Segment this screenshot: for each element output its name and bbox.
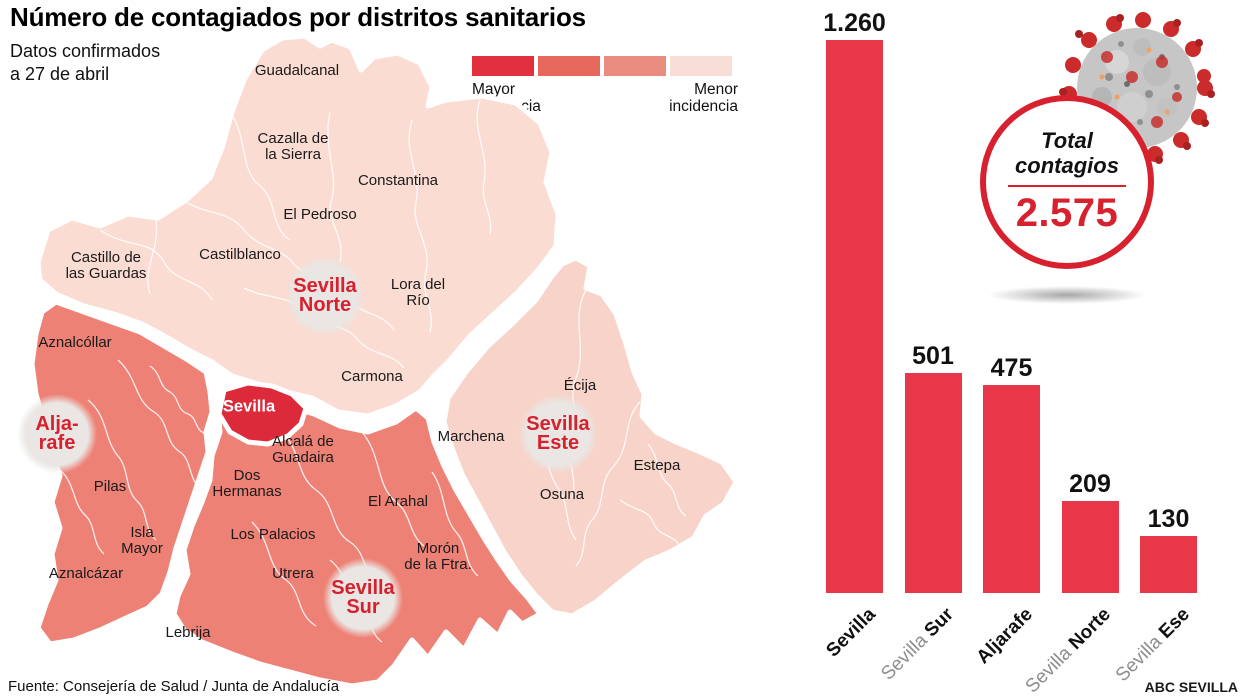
incidence-scale [472, 56, 738, 76]
town-label-moron: Morón de la Ftra. [404, 539, 472, 573]
town-label-aznalcazar: Aznalcázar [48, 564, 124, 582]
district-shape-sevilla-norte [35, 33, 561, 419]
district-shape-sevilla-city [216, 380, 309, 447]
bar-3 [1061, 501, 1119, 593]
bar-2 [983, 385, 1040, 593]
page-subtitle: Datos confirmados a 27 de abril [10, 41, 161, 85]
town-label-marchena: Marchena [437, 427, 505, 445]
town-label-aznalcollar: Aznalcóllar [38, 333, 112, 351]
town-label-osuna: Osuna [539, 485, 585, 503]
total-label: Total contagios [1015, 127, 1119, 178]
total-contagios-badge: Total contagios 2.575 [980, 95, 1154, 269]
district-shape-sevilla-sur [171, 389, 543, 689]
incidence-legend: Mayor incidencia Menor incidencia [472, 56, 738, 116]
source-credit: Fuente: Consejería de Salud / Junta de A… [8, 678, 340, 695]
town-label-el-pedroso: El Pedroso [283, 205, 357, 223]
bar-1 [904, 373, 962, 593]
town-label-lora-del-rio: Lora del Río [390, 275, 446, 309]
total-value: 2.575 [1015, 191, 1119, 236]
town-label-carmona: Carmona [341, 367, 403, 385]
town-label-guadalcanal: Guadalcanal [254, 61, 340, 79]
total-circle-shadow [988, 286, 1146, 304]
total-divider [1008, 185, 1126, 188]
bar-value-label-1: 501 [912, 342, 954, 370]
town-label-alcala: Alcalá de Guadaira [272, 432, 334, 466]
incidence-swatch-2 [538, 56, 600, 76]
town-label-dos-hermanas: Dos Hermanas [212, 466, 282, 500]
town-label-cazalla: Cazalla de la Sierra [257, 129, 329, 163]
municipality-borders [99, 229, 213, 301]
page-title: Número de contagiados por distritos sani… [10, 2, 586, 32]
bar-value-label-3: 209 [1069, 470, 1111, 498]
incidence-swatch-4 [670, 56, 732, 76]
town-label-estepa: Estepa [633, 456, 681, 474]
town-label-utrera: Utrera [272, 564, 314, 582]
bar-value-label-4: 130 [1147, 505, 1190, 533]
city-label-sevilla: Sevilla [222, 397, 276, 416]
bar-0 [826, 40, 883, 593]
town-label-ecija: Écija [563, 376, 597, 394]
incidence-swatch-3 [604, 56, 666, 76]
town-label-los-palacios: Los Palacios [230, 525, 316, 543]
town-label-constantina: Constantina [357, 171, 439, 189]
incidence-swatch-1 [472, 56, 534, 76]
legend-low-label: Menor incidencia [669, 81, 738, 116]
publisher-credit: ABC SEVILLA [1144, 679, 1238, 695]
district-badge-sevilla-norte: Sevilla Norte [285, 256, 365, 336]
bar-category-label-0: Sevilla [821, 604, 880, 662]
bar-4 [1140, 536, 1197, 593]
town-label-lebrija: Lebrija [165, 623, 211, 641]
district-badge-sevilla-este: Sevilla Este [518, 394, 598, 474]
district-badge-aljarafe: Alja- rafe [17, 394, 97, 474]
town-label-isla-mayor: Isla Mayor [121, 523, 163, 557]
town-label-pilas: Pilas [93, 477, 127, 495]
town-label-castillo: Castillo de las Guardas [65, 248, 147, 282]
bar-value-label-2: 475 [990, 354, 1033, 382]
bar-value-label-0: 1.260 [823, 9, 886, 37]
district-badge-sevilla-sur: Sevilla Sur [323, 558, 403, 638]
town-label-castilblanco: Castilblanco [199, 245, 281, 263]
town-label-el-arahal: El Arahal [367, 492, 429, 510]
